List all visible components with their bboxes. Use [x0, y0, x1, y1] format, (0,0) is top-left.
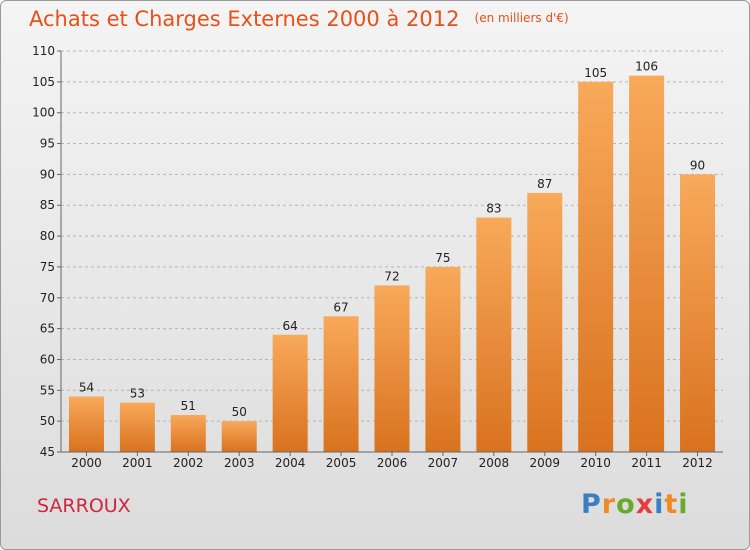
bar-value-label: 72 [384, 269, 399, 283]
logo-letter: i [678, 489, 689, 520]
bar [578, 81, 614, 452]
x-tick-label: 2001 [122, 456, 153, 470]
y-tick-label: 50 [40, 414, 55, 428]
bar-value-label: 106 [635, 60, 658, 74]
x-tick-label: 2011 [631, 456, 662, 470]
bar-value-label: 53 [130, 387, 145, 401]
bar-value-label: 75 [435, 251, 450, 265]
x-tick-label: 2007 [428, 456, 459, 470]
y-tick-label: 75 [40, 260, 55, 274]
y-tick-label: 60 [40, 352, 55, 366]
chart-title: Achats et Charges Externes 2000 à 2012 [29, 7, 460, 31]
y-tick-label: 90 [40, 167, 55, 181]
y-tick-label: 65 [40, 322, 55, 336]
bar-value-label: 50 [232, 405, 247, 419]
y-tick-label: 80 [40, 229, 55, 243]
bar [170, 414, 206, 452]
x-tick-label: 2002 [173, 456, 204, 470]
y-tick-label: 100 [32, 106, 55, 120]
chart-unit: (en milliers d'€) [474, 11, 569, 25]
y-tick-label: 105 [32, 75, 55, 89]
bar [221, 421, 257, 452]
x-tick-label: 2003 [224, 456, 255, 470]
bar-value-label: 87 [537, 177, 552, 191]
bar-value-label: 67 [333, 300, 348, 314]
bar-value-label: 64 [283, 319, 298, 333]
proxiti-logo: Proxiti [581, 489, 689, 520]
logo-letter: t [664, 489, 679, 520]
y-tick-label: 70 [40, 291, 55, 305]
y-tick-label: 85 [40, 198, 55, 212]
bar [629, 75, 665, 452]
bar [68, 396, 104, 452]
logo-letter: i [654, 489, 665, 520]
bar [374, 285, 410, 452]
y-tick-label: 110 [32, 44, 55, 58]
logo-letter: P [581, 489, 602, 520]
bar-value-label: 90 [690, 158, 705, 172]
x-tick-label: 2005 [326, 456, 357, 470]
bar-value-label: 105 [584, 66, 607, 80]
bar [323, 316, 359, 452]
x-axis: 2000 2001 2002 2003 2004 2005 2006 2007 2008 2009… [61, 451, 723, 470]
logo-letter: o [616, 489, 636, 520]
logo-letter: r [601, 489, 617, 520]
bar-value-label: 54 [79, 380, 94, 394]
bar [425, 266, 461, 452]
x-tick-label: 2008 [479, 456, 510, 470]
bars: 54 53 51 50 64 67 72 75 83 87 105 106 90 [68, 60, 716, 452]
x-tick-label: 2000 [71, 456, 102, 470]
bar-value-label: 83 [486, 202, 501, 216]
y-axis: 45 50 55 60 65 70 75 80 85 90 95 100 105 110 [32, 44, 62, 459]
y-tick-label: 95 [40, 137, 55, 151]
title-row: Achats et Charges Externes 2000 à 2012 (… [29, 7, 569, 31]
x-tick-label: 2010 [580, 456, 611, 470]
y-tick-label: 55 [40, 383, 55, 397]
x-tick-label: 2012 [682, 456, 713, 470]
bar [272, 334, 308, 452]
bar-value-label: 51 [181, 399, 196, 413]
commune-name: SARROUX [37, 495, 131, 517]
bar [476, 217, 512, 452]
bar [680, 174, 716, 452]
y-tick-label: 45 [40, 445, 55, 459]
logo-letter: x [635, 489, 655, 520]
bar [527, 192, 563, 452]
x-tick-label: 2006 [377, 456, 408, 470]
bar [119, 402, 155, 452]
x-tick-label: 2009 [529, 456, 560, 470]
x-tick-label: 2004 [275, 456, 306, 470]
